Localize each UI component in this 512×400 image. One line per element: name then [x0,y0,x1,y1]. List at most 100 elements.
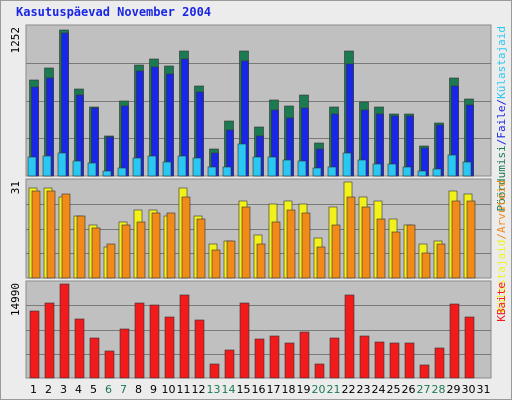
series-label-part: Arvuteid [495,180,508,233]
bar-kbaite [134,302,145,379]
bar-arvuteid [406,224,416,279]
bar-kbaite [89,337,100,379]
bar-kulastajaid [402,166,412,177]
day-label: 6 [105,383,112,396]
day-label: 17 [267,383,281,396]
bar-arvuteid [301,212,311,279]
series-label-part: / [495,233,508,240]
bar-kulastajaid [72,160,82,177]
bar-kulastajaid [387,163,397,177]
panel-bottom: 14990 [9,280,492,379]
bar-arvuteid [226,240,236,279]
bar-kulastajaid [372,163,382,177]
bar-arvuteid [256,243,266,279]
bar-kulastajaid [267,156,277,177]
bar-kbaite [389,342,400,379]
bar-kbaite [299,331,310,379]
bar-kbaite [44,302,55,379]
series-label-part: Külastajaid [495,26,508,99]
bar-arvuteid [466,200,476,279]
bar-arvuteid [166,212,176,279]
bar-arvuteid [376,218,386,279]
bar-kbaite [104,350,115,379]
series-label-part: Faile [495,105,508,138]
day-label: 11 [177,383,191,396]
bar-kulastajaid [192,157,202,177]
day-label: 18 [282,383,296,396]
ymax-label-bottom: 14990 [9,283,22,316]
bar-faile [166,73,174,177]
bar-kbaite [149,304,160,379]
bar-arvuteid [31,190,41,279]
panel-top: 1252 [9,24,492,177]
day-label: 20 [312,383,326,396]
bar-kbaite [254,338,265,379]
day-label: 14 [222,383,236,396]
bar-kbaite [194,319,205,379]
bar-arvuteid [346,196,356,279]
day-label: 1 [30,383,37,396]
day-label: 12 [192,383,206,396]
bar-kbaite [329,337,340,379]
bar-kbaite [209,363,220,379]
bar-arvuteid [46,190,56,279]
bar-arvuteid [271,221,281,279]
day-label: 7 [120,383,127,396]
day-label: 30 [462,383,476,396]
bar-arvuteid [436,243,446,279]
series-label-part: Külastajaid [495,240,508,313]
bar-kbaite [314,363,325,379]
bar-kbaite [239,302,250,379]
bar-kulastajaid [27,156,37,177]
day-label: 2 [45,383,52,396]
bar-kulastajaid [282,159,292,177]
bar-kulastajaid [102,170,112,177]
ymax-label-top: 1252 [9,27,22,54]
bar-kulastajaid [207,166,217,177]
bar-kbaite [59,283,70,379]
series-label-part: / [495,139,508,146]
bar-kulastajaid [357,159,367,177]
series-label-top: Pöördumisi/Faile/Külastajaid [495,26,508,211]
day-label: 9 [150,383,157,396]
day-label: 16 [252,383,266,396]
bar-kulastajaid [462,161,472,177]
bar-kulastajaid [327,166,337,177]
bar-kulastajaid [417,170,427,177]
day-label: 24 [372,383,386,396]
day-label: 5 [90,383,97,396]
day-label: 19 [297,383,311,396]
bar-faile [106,136,114,177]
bar-kbaite [434,347,445,379]
bar-faile [331,113,339,177]
series-label-bottom: KBaite [495,282,508,322]
bar-arvuteid [106,243,116,279]
bar-kulastajaid [222,166,232,177]
bar-arvuteid [241,206,251,279]
bar-kulastajaid [177,155,187,177]
bar-arvuteid [121,224,131,279]
day-label: 4 [75,383,82,396]
series-label-part: Pöördumisi [495,145,508,211]
bar-kbaite [344,294,355,379]
bar-kbaite [419,364,430,379]
bar-arvuteid [136,221,146,279]
bar-arvuteid [451,200,461,279]
bar-kbaite [374,341,385,379]
bar-kulastajaid [237,143,247,177]
bar-kulastajaid [117,167,127,177]
bar-arvuteid [316,246,326,279]
bar-kbaite [29,310,40,379]
bar-kbaite [404,342,415,379]
day-label: 25 [387,383,401,396]
day-label: 8 [135,383,142,396]
panel-middle: 31 [9,178,492,279]
bar-kulastajaid [312,167,322,177]
bar-arvuteid [331,224,341,279]
chart-title: Kasutuspäevad November 2004 [16,5,211,19]
bar-arvuteid [211,249,221,279]
day-label: 29 [447,383,461,396]
day-label: 21 [327,383,341,396]
day-label: 27 [417,383,431,396]
bar-kbaite [119,328,130,379]
